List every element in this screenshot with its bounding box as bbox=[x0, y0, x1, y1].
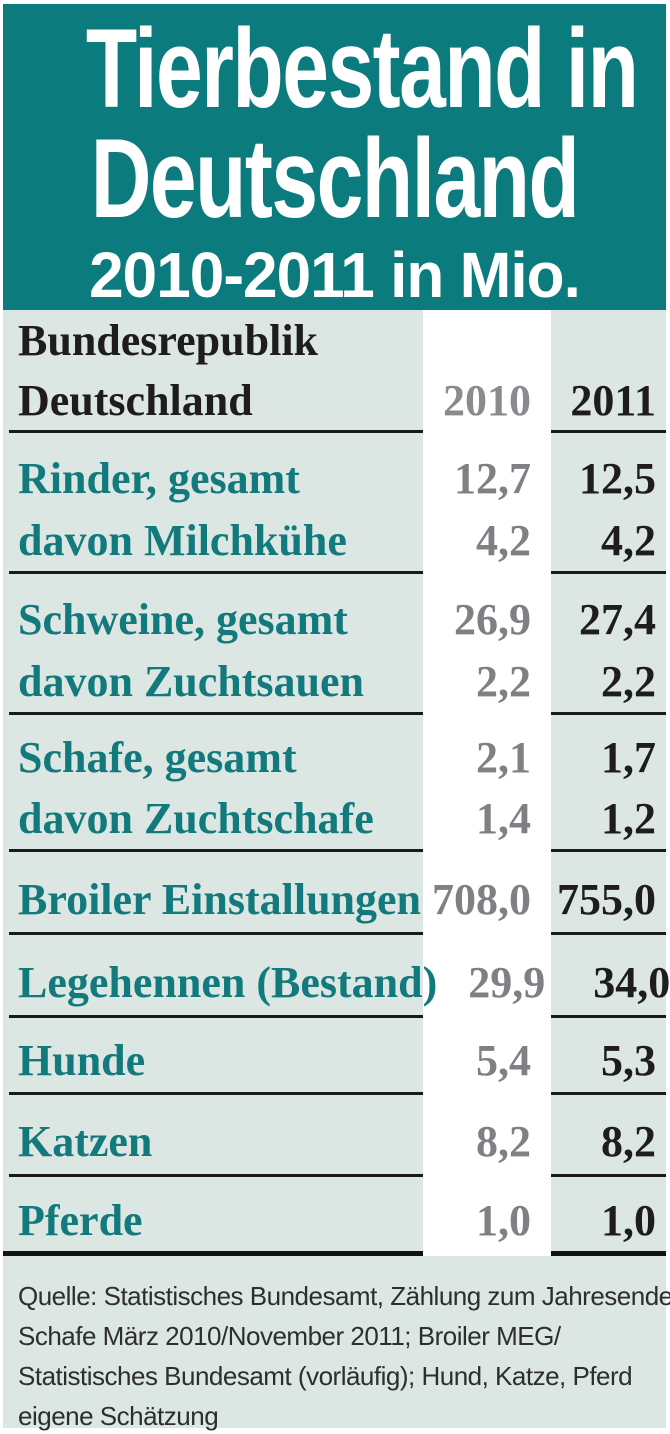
value-2011: 4,2 bbox=[601, 515, 656, 565]
row-label: Hunde bbox=[18, 1035, 146, 1085]
source-text-line: Statistisches Bundesamt (vorläufig); Hun… bbox=[18, 1361, 633, 1391]
table-row: davon Zuchtschafe 1,4 1,2 bbox=[3, 788, 666, 849]
table-row: Katzen 8,2 8,2 bbox=[3, 1109, 666, 1174]
group-rinder: Rinder, gesamt 12,7 12,5 davon Milchkühe… bbox=[3, 433, 666, 571]
separator-rule bbox=[9, 712, 666, 715]
source-text-line: Quelle: Statistisches Bundesamt, Zählung… bbox=[18, 1281, 670, 1311]
table-header: Bundesrepublik Deutschland 2010 2011 bbox=[3, 310, 666, 430]
table-header-row: Deutschland 2010 2011 bbox=[3, 370, 666, 430]
group-pferde: Pferde 1,0 1,0 bbox=[3, 1177, 666, 1251]
value-2010: 29,9 bbox=[468, 957, 546, 1007]
page-title-line1: Tierbestand in bbox=[85, 6, 639, 131]
table-row: Schweine, gesamt 26,9 27,4 bbox=[3, 588, 666, 650]
group-schafe: Schafe, gesamt 2,1 1,7 davon Zuchtschafe… bbox=[3, 715, 666, 849]
group-hunde: Hunde 5,4 5,3 bbox=[3, 1018, 666, 1092]
value-2010: 4,2 bbox=[476, 515, 531, 565]
source-footer: Quelle: Statistisches Bundesamt, Zählung… bbox=[3, 1256, 670, 1431]
group-katzen: Katzen 8,2 8,2 bbox=[3, 1095, 666, 1174]
value-2010: 26,9 bbox=[454, 594, 531, 644]
separator-rule bbox=[9, 849, 666, 852]
value-2011: 1,7 bbox=[601, 733, 656, 782]
footer-separator-rule bbox=[3, 1251, 666, 1256]
value-2011: 1,0 bbox=[601, 1195, 656, 1245]
value-2011: 12,5 bbox=[579, 453, 656, 503]
table-row: Schafe, gesamt 2,1 1,7 bbox=[3, 727, 666, 788]
value-2010: 2,2 bbox=[476, 656, 531, 706]
table-row: davon Milchkühe 4,2 4,2 bbox=[3, 509, 666, 571]
page-subtitle: 2010-2011 in Mio. bbox=[89, 239, 581, 310]
row-label: Pferde bbox=[18, 1195, 143, 1245]
page-title-line2: Deutschland bbox=[90, 116, 580, 241]
table-row: Hunde 5,4 5,3 bbox=[3, 1028, 666, 1092]
value-2011: 34,0 bbox=[593, 957, 670, 1007]
table-row: Rinder, gesamt 12,7 12,5 bbox=[3, 447, 666, 509]
row-label: Katzen bbox=[18, 1117, 153, 1166]
value-2011: 27,4 bbox=[579, 594, 656, 644]
row-label: davon Zuchtschafe bbox=[18, 794, 374, 843]
poster: Tierbestand in Deutschland 2010-2011 in … bbox=[3, 4, 670, 1434]
value-2011: 1,2 bbox=[601, 794, 656, 843]
table-row: Legehennen (Bestand) 29,9 34,0 bbox=[3, 949, 670, 1015]
value-2010: 8,2 bbox=[476, 1117, 531, 1166]
value-2010: 2,1 bbox=[476, 733, 531, 782]
masthead: Tierbestand in Deutschland 2010-2011 in … bbox=[3, 4, 666, 310]
row-label: Schweine, gesamt bbox=[18, 594, 348, 644]
row-label: Rinder, gesamt bbox=[18, 453, 300, 503]
animal-table: Bundesrepublik Deutschland 2010 2011 Rin… bbox=[3, 310, 670, 1256]
column-2010-highlight-band bbox=[423, 310, 551, 1256]
separator-rule bbox=[9, 571, 666, 574]
value-2011: 2,2 bbox=[601, 656, 656, 706]
row-label: Legehennen (Bestand) bbox=[18, 957, 438, 1007]
table-header-row: Bundesrepublik bbox=[3, 310, 666, 370]
source-text-line: eigene Schätzung bbox=[18, 1401, 219, 1431]
separator-rule bbox=[9, 932, 666, 935]
source-text-line: Schafe März 2010/November 2011; Broiler … bbox=[18, 1321, 561, 1351]
region-name-line1: Bundesrepublik bbox=[18, 315, 319, 365]
group-legehennen: Legehennen (Bestand) 29,9 34,0 bbox=[3, 935, 670, 1015]
row-label: Schafe, gesamt bbox=[18, 733, 297, 782]
column-header-2011: 2011 bbox=[570, 375, 656, 425]
table-row: davon Zuchtsauen 2,2 2,2 bbox=[3, 650, 666, 712]
value-2011: 5,3 bbox=[601, 1035, 656, 1085]
group-broiler: Broiler Einstallungen 708,0 755,0 bbox=[3, 852, 666, 932]
table-row: Broiler Einstallungen 708,0 755,0 bbox=[3, 866, 666, 932]
value-2011: 755,0 bbox=[557, 874, 656, 924]
region-name-line2: Deutschland bbox=[18, 375, 253, 425]
value-2010: 12,7 bbox=[454, 453, 531, 503]
value-2010: 708,0 bbox=[432, 874, 531, 924]
separator-rule bbox=[9, 1015, 666, 1018]
row-label: Broiler Einstallungen bbox=[18, 874, 422, 924]
separator-rule bbox=[9, 1174, 666, 1177]
value-2010: 1,4 bbox=[476, 794, 531, 843]
value-2011: 8,2 bbox=[601, 1117, 656, 1166]
value-2010: 1,0 bbox=[476, 1195, 531, 1245]
group-schweine: Schweine, gesamt 26,9 27,4 davon Zuchtsa… bbox=[3, 574, 666, 712]
value-2010: 5,4 bbox=[476, 1035, 531, 1085]
row-label: davon Milchkühe bbox=[18, 515, 347, 565]
separator-rule bbox=[9, 1092, 666, 1095]
row-label: davon Zuchtsauen bbox=[18, 656, 365, 706]
separator-rule bbox=[9, 430, 666, 433]
table-row: Pferde 1,0 1,0 bbox=[3, 1189, 666, 1251]
column-header-2010: 2010 bbox=[443, 375, 531, 425]
